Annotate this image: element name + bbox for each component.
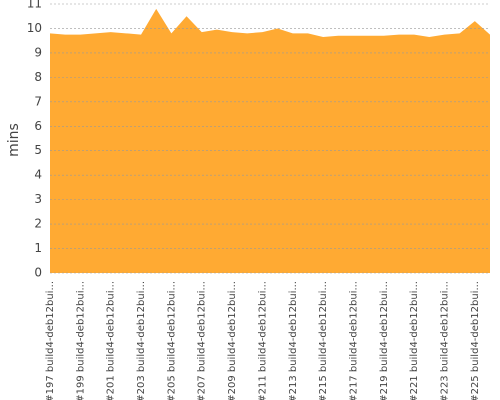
y-axis-title: mins	[6, 123, 22, 157]
x-tick-label: #223 build4-deb12bui...	[439, 281, 450, 400]
x-tick-label: #203 build4-deb12bui...	[136, 281, 147, 400]
x-tick-label: #209 build4-deb12bui...	[227, 281, 238, 400]
y-tick-label: 7	[34, 94, 42, 108]
x-tick-label: #225 build4-deb12bui...	[470, 281, 481, 400]
y-tick-label: 0	[34, 266, 42, 280]
x-tick-label: #213 build4-deb12bui...	[288, 281, 299, 400]
area	[50, 8, 490, 274]
x-tick-label: #199 build4-deb12bui...	[75, 281, 86, 400]
x-tick-label: #207 build4-deb12bui...	[197, 281, 208, 400]
y-tick-label: 8	[34, 70, 42, 84]
x-tick-label: #217 build4-deb12bui...	[348, 281, 359, 400]
x-tick-label: #211 build4-deb12bui...	[257, 281, 268, 400]
y-tick-label: 10	[27, 21, 42, 35]
y-tick-label: 5	[34, 143, 42, 157]
y-tick-label: 9	[34, 45, 42, 59]
x-tick-label: #197 build4-deb12bui...	[45, 281, 56, 400]
y-tick-label: 1	[34, 241, 42, 255]
x-tick-label: #221 build4-deb12bui...	[409, 281, 420, 400]
x-tick-label: #201 build4-deb12bui...	[106, 281, 117, 400]
y-tick-label: 11	[27, 0, 42, 11]
y-tick-label: 4	[34, 168, 42, 182]
y-tick-label: 3	[34, 192, 42, 206]
y-tick-label: 6	[34, 119, 42, 133]
y-tick-label: 2	[34, 217, 42, 231]
x-tick-label: #215 build4-deb12bui...	[318, 281, 329, 400]
x-tick-label: #219 build4-deb12bui...	[379, 281, 390, 400]
x-tick-label: #205 build4-deb12bui...	[166, 281, 177, 400]
